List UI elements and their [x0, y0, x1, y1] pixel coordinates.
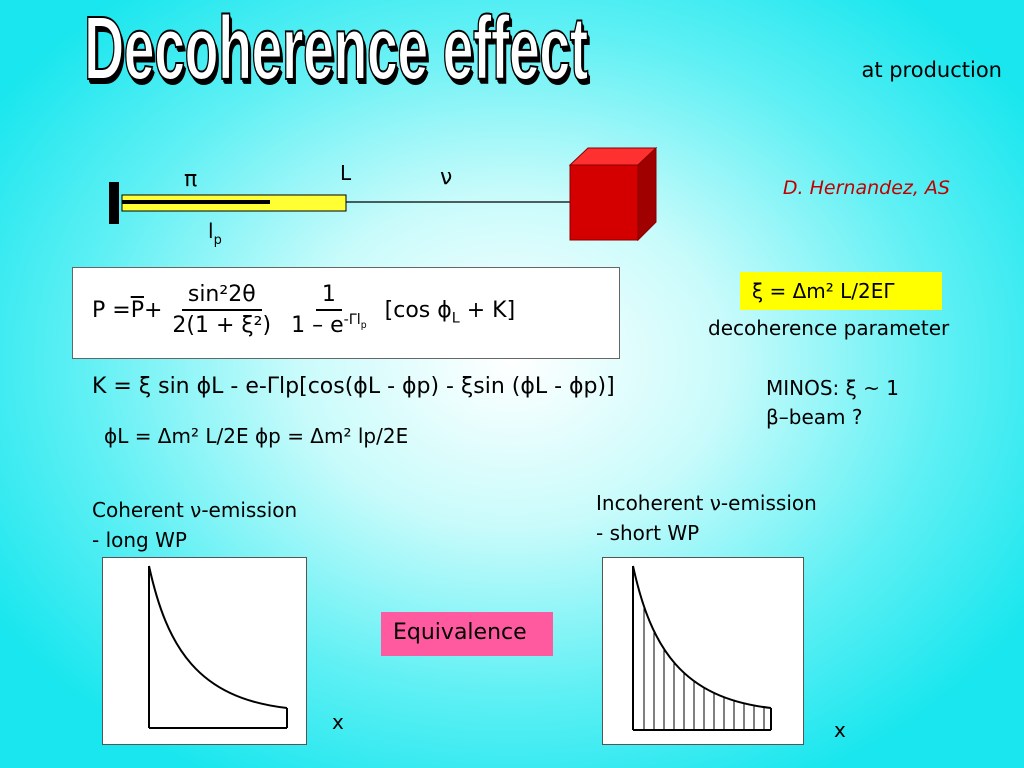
coherent-plot — [102, 557, 307, 745]
neutrino-label: ν — [440, 165, 452, 190]
probability-formula: P = P + sin²2θ 2(1 + ξ²) 1 1 – e-Γlp [co… — [92, 282, 515, 338]
xi-definition-box — [740, 272, 942, 310]
fraction-amplitude-denominator: 2(1 + ξ²) — [172, 313, 272, 338]
decay-length-label: L — [340, 161, 352, 185]
coherent-decay-curve — [148, 565, 288, 709]
formula-fraction-amplitude: sin²2θ 2(1 + ξ²) — [166, 282, 277, 338]
formula-pbar: P — [130, 297, 144, 323]
incoherent-decay-curve — [632, 565, 772, 709]
pipe-length-label: lp — [208, 219, 222, 248]
incoherent-hatching — [643, 606, 765, 730]
phase-definitions: ϕL = Δm² L/2E ϕp = Δm² lp/2E — [104, 424, 409, 448]
pion-label: π — [184, 167, 197, 192]
incoherent-curve-svg — [632, 565, 772, 731]
fraction-damping-denominator: 1 – e-Γlp — [291, 311, 367, 338]
coherent-subheading: - long WP — [92, 528, 187, 552]
formula-box — [72, 267, 620, 359]
xi-caption: decoherence parameter — [708, 316, 950, 340]
formula-fraction-damping: 1 1 – e-Γlp — [285, 282, 373, 338]
formula-plus: + — [143, 297, 163, 323]
k-term-formula: K = ξ sin ϕL - e-Γlp[cos(ϕL - ϕp) - ξsin… — [92, 374, 615, 399]
formula-bracket-term: [cos ϕL + K] — [384, 297, 516, 326]
xi-definition: ξ = Δm² L/2EΓ — [752, 279, 895, 303]
detector-block — [568, 146, 658, 242]
coherent-heading: Coherent ν-emission — [92, 498, 298, 522]
coherent-curve-svg — [148, 565, 288, 729]
incoherent-x-label: x — [834, 718, 846, 742]
beam-setup-diagram: π L ν lp — [109, 146, 658, 248]
fraction-amplitude-numerator: sin²2θ — [181, 282, 262, 311]
equivalence-box — [381, 612, 553, 656]
slide-subtitle: at production — [861, 58, 1002, 82]
fraction-damping-numerator: 1 — [315, 282, 342, 311]
incoherent-heading: Incoherent ν-emission — [596, 491, 817, 515]
formula-lhs: P = — [92, 297, 131, 323]
proton-target-bar — [109, 182, 119, 224]
equivalence-label: Equivalence — [393, 620, 527, 645]
incoherent-subheading: - short WP — [596, 521, 700, 545]
coherent-x-label: x — [332, 710, 344, 734]
minos-note: MINOS: ξ ~ 1 — [766, 376, 899, 400]
beta-beam-note: β–beam ? — [766, 405, 863, 429]
incoherent-plot — [602, 557, 804, 745]
slide-title: Decoherence effect — [83, 0, 589, 99]
author-credit: D. Hernandez, AS — [782, 177, 950, 199]
